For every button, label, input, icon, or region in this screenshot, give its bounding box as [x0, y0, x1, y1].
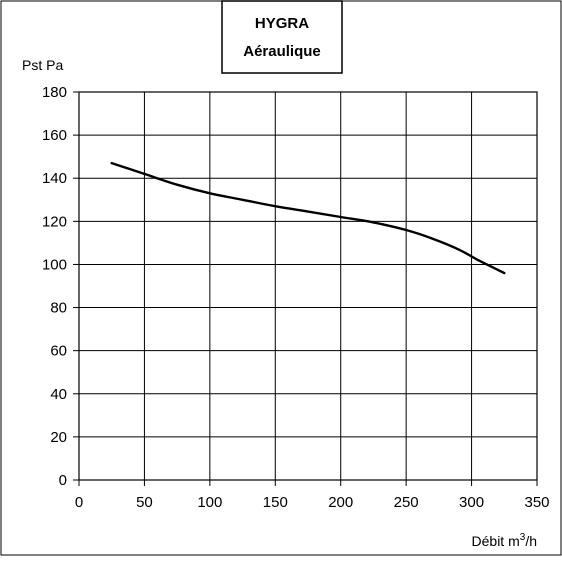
- plot-border: [78, 91, 538, 481]
- y-tick-label: 100: [42, 256, 67, 273]
- title-line-2: Aéraulique: [243, 43, 321, 60]
- x-tick-label: 50: [136, 494, 153, 511]
- y-ticks: 0 20 40 60 80 100 120 140 160 180: [42, 84, 79, 489]
- x-tick-label: 200: [328, 494, 353, 511]
- x-tick-label: 250: [394, 494, 419, 511]
- x-tick-label: 350: [524, 494, 549, 511]
- y-tick-label: 120: [42, 213, 67, 230]
- x-axis-label-suffix: /h: [525, 533, 537, 549]
- x-axis-label-text: Débit m: [472, 533, 520, 549]
- y-tick-label: 80: [50, 300, 67, 317]
- title-box: [221, 0, 343, 74]
- y-tick-label: 180: [42, 84, 67, 101]
- x-ticks: 0 50 100 150 200 250 300 350: [75, 480, 550, 511]
- y-tick-label: 0: [59, 472, 67, 489]
- y-tick-label: 20: [50, 429, 67, 446]
- x-axis-label: Débit m3/h: [472, 532, 537, 549]
- x-tick-label: 150: [263, 494, 288, 511]
- x-tick-label: 100: [197, 494, 222, 511]
- x-tick-label: 300: [459, 494, 484, 511]
- y-tick-label: 40: [50, 386, 67, 403]
- y-tick-label: 140: [42, 170, 67, 187]
- title-line-1: HYGRA: [255, 15, 309, 32]
- x-axis-label-sup: 3: [520, 532, 526, 543]
- series-line-0: [110, 161, 506, 275]
- y-axis-label: Pst Pa: [22, 57, 63, 73]
- series-group: [110, 161, 506, 275]
- y-tick-label: 60: [50, 343, 67, 360]
- plot-area: [78, 91, 538, 481]
- x-tick-label: 0: [75, 494, 83, 511]
- y-tick-label: 160: [42, 127, 67, 144]
